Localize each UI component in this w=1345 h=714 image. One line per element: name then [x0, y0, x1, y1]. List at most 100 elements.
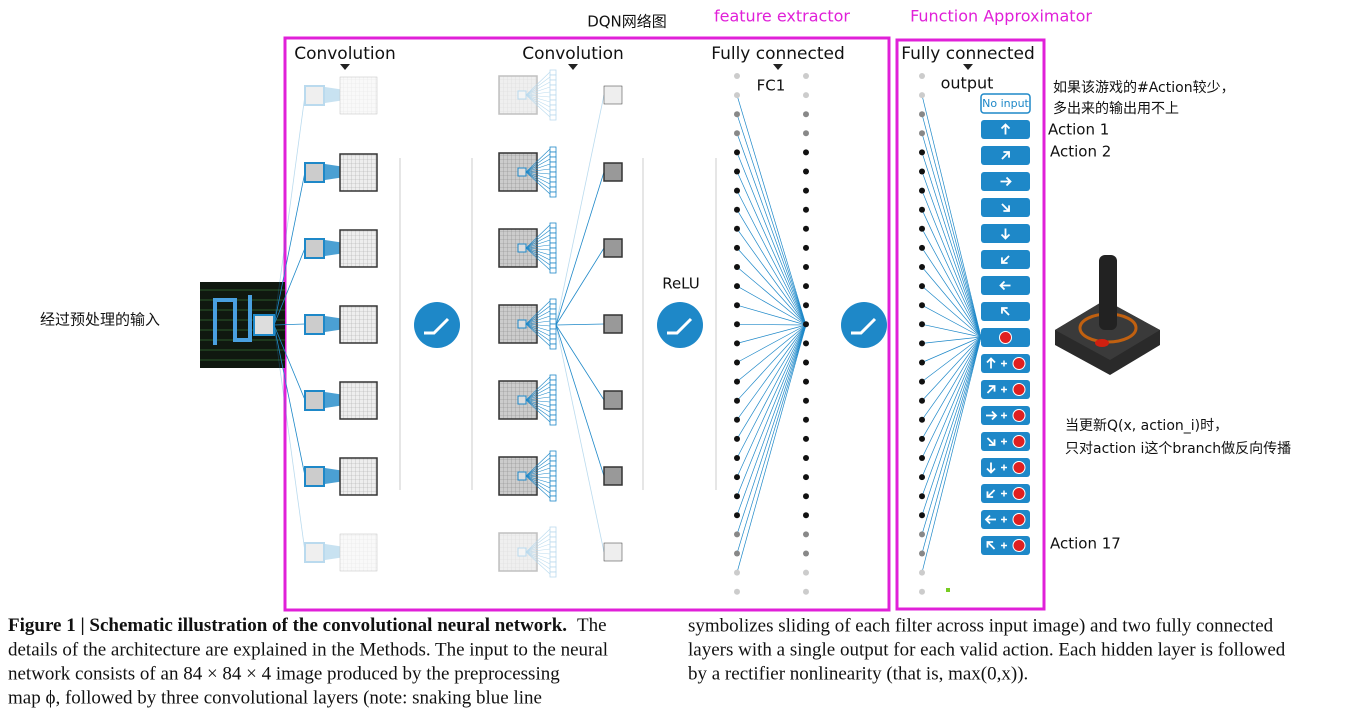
- link: [525, 158, 551, 173]
- link: [736, 324, 807, 401]
- filter-stack: [549, 156, 557, 163]
- fire-icon: [1012, 539, 1026, 552]
- link: [921, 228, 982, 338]
- filter-stack: [549, 104, 557, 111]
- filter-stack: [549, 313, 557, 320]
- filter-stack: [549, 262, 557, 269]
- action-button: [981, 432, 1030, 451]
- link: [921, 336, 982, 401]
- neuron: [919, 531, 925, 538]
- filter-stack: [549, 460, 557, 467]
- neuron: [734, 283, 740, 290]
- neuron: [919, 550, 925, 557]
- filter-stack: [549, 323, 557, 330]
- filter-stack: [549, 384, 557, 391]
- link: [525, 171, 551, 180]
- action-label: Action 1: [1048, 121, 1109, 139]
- filter: [517, 395, 527, 405]
- arrow-icon: [1000, 176, 1012, 187]
- filter: [517, 167, 527, 177]
- arrow-icon: [986, 385, 996, 394]
- action-button: [981, 484, 1030, 503]
- link: [525, 548, 551, 553]
- neuron: [919, 92, 925, 99]
- link: [525, 551, 551, 560]
- link: [525, 94, 551, 113]
- arrow-icon: [986, 410, 998, 421]
- link: [525, 244, 551, 249]
- arrow-icon: [1000, 228, 1011, 240]
- arrow-icon: [986, 462, 996, 474]
- filter-stack: [549, 161, 557, 168]
- action-button: [981, 250, 1030, 269]
- output-label: output: [941, 74, 994, 93]
- link: [736, 133, 807, 326]
- neuron: [734, 264, 740, 270]
- layer-header: Convolution: [522, 44, 624, 64]
- link: [736, 152, 807, 326]
- conv3-map: [603, 314, 623, 334]
- filter: [304, 542, 325, 563]
- conv1-unit: [273, 229, 378, 326]
- link: [736, 190, 807, 326]
- neuron: [803, 73, 809, 79]
- filter-stack: [549, 404, 557, 411]
- neuron: [734, 531, 740, 538]
- neuron: [919, 111, 925, 118]
- neuron: [919, 321, 925, 328]
- link: [921, 285, 982, 338]
- neuron: [919, 244, 925, 251]
- filter-stack: [549, 94, 557, 101]
- input-window: [253, 314, 275, 336]
- link: [525, 168, 551, 173]
- link: [921, 336, 982, 382]
- arrow-icon: [999, 280, 1011, 291]
- neuron: [919, 340, 925, 347]
- filter-stack: [549, 490, 557, 497]
- link: [525, 551, 551, 555]
- action-button: [981, 146, 1030, 165]
- link: [525, 300, 551, 325]
- neuron: [734, 168, 740, 175]
- filter-stack: [549, 571, 557, 578]
- filter-stack: [549, 79, 557, 86]
- neuron: [803, 321, 809, 328]
- link: [525, 71, 551, 96]
- action-button: [981, 458, 1030, 477]
- link: [525, 171, 551, 190]
- conv1-unit: [273, 324, 378, 420]
- link: [921, 336, 982, 516]
- link: [525, 320, 551, 325]
- link: [525, 323, 551, 332]
- header-arrow: [340, 64, 350, 70]
- link: [525, 239, 551, 249]
- filter-stack: [549, 222, 557, 229]
- link: [525, 551, 551, 575]
- header-arrow: [963, 64, 973, 70]
- link: [736, 323, 807, 326]
- filter-stack: [549, 333, 557, 340]
- link: [525, 305, 551, 325]
- neuron: [919, 435, 925, 442]
- link: [921, 336, 982, 363]
- filter-stack: [549, 526, 557, 533]
- note: 多出来的输出用不上: [1053, 100, 1179, 117]
- link: [736, 324, 807, 516]
- neuron: [734, 130, 740, 137]
- link: [921, 336, 982, 344]
- neuron: [803, 111, 809, 118]
- link: [525, 91, 551, 96]
- filter: [304, 466, 325, 487]
- filter-stack: [549, 242, 557, 249]
- conv3-map: [603, 85, 623, 105]
- caption-text: The: [577, 615, 607, 636]
- filter-stack: [549, 303, 557, 310]
- layer-header: Fully connected: [711, 44, 845, 64]
- header-arrow: [773, 64, 783, 70]
- fire-icon: [999, 331, 1012, 344]
- plus-icon: [1001, 438, 1007, 445]
- neuron: [803, 206, 809, 213]
- arrow-icon: [1001, 203, 1010, 212]
- neuron: [919, 455, 925, 461]
- link: [736, 304, 807, 326]
